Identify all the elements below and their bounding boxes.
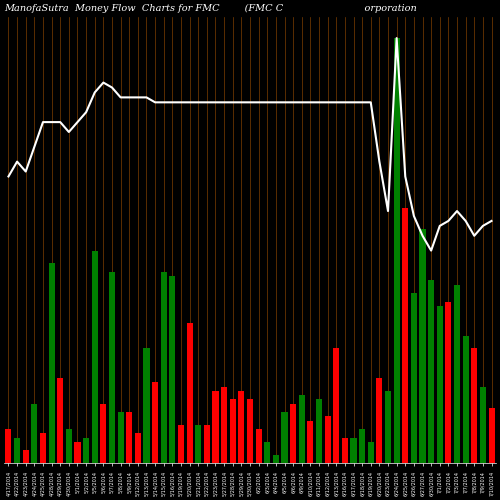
Bar (160, 272, 167, 463)
Bar (152, 382, 158, 463)
Bar (411, 293, 417, 463)
Bar (170, 276, 175, 463)
Bar (92, 250, 98, 463)
Bar (195, 425, 202, 463)
Bar (316, 400, 322, 463)
Bar (420, 230, 426, 463)
Bar (118, 412, 124, 463)
Bar (126, 412, 132, 463)
Bar (178, 425, 184, 463)
Text: ManofaSutra  Money Flow  Charts for FMC        (FMC C                          o: ManofaSutra Money Flow Charts for FMC (F… (4, 4, 417, 14)
Bar (22, 450, 28, 463)
Bar (247, 400, 253, 463)
Bar (74, 442, 80, 463)
Bar (6, 429, 12, 463)
Bar (402, 208, 408, 463)
Bar (428, 280, 434, 463)
Bar (488, 408, 494, 463)
Bar (436, 306, 443, 463)
Bar (230, 400, 236, 463)
Bar (238, 391, 244, 463)
Bar (204, 425, 210, 463)
Bar (186, 323, 192, 463)
Bar (66, 429, 72, 463)
Bar (109, 272, 115, 463)
Bar (385, 391, 391, 463)
Bar (324, 416, 330, 463)
Bar (282, 412, 288, 463)
Bar (368, 442, 374, 463)
Bar (290, 404, 296, 463)
Bar (298, 395, 305, 463)
Bar (40, 434, 46, 463)
Bar (264, 442, 270, 463)
Bar (57, 378, 64, 463)
Bar (359, 429, 365, 463)
Bar (14, 438, 20, 463)
Bar (273, 454, 279, 463)
Bar (480, 386, 486, 463)
Bar (462, 336, 468, 463)
Bar (212, 391, 218, 463)
Bar (394, 38, 400, 463)
Bar (350, 438, 356, 463)
Bar (308, 420, 314, 463)
Bar (32, 404, 38, 463)
Bar (376, 378, 382, 463)
Bar (333, 348, 340, 463)
Bar (221, 386, 227, 463)
Bar (454, 284, 460, 463)
Bar (83, 438, 89, 463)
Bar (135, 434, 141, 463)
Bar (144, 348, 150, 463)
Bar (446, 302, 452, 463)
Bar (342, 438, 348, 463)
Bar (256, 429, 262, 463)
Bar (48, 264, 54, 463)
Bar (100, 404, 106, 463)
Bar (471, 348, 478, 463)
